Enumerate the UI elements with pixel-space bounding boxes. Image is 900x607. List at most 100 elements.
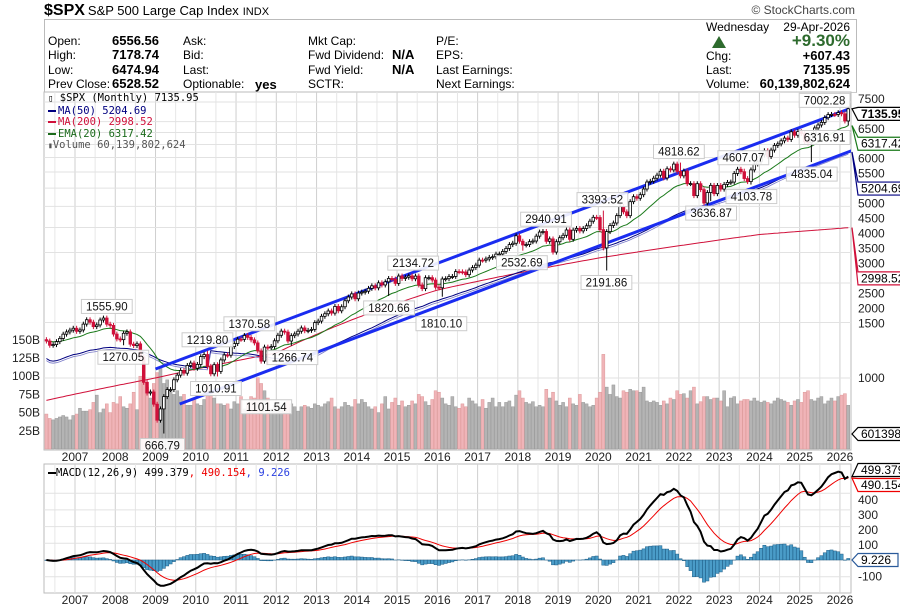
volume-bar — [648, 402, 653, 450]
macd-histogram-bar — [279, 558, 284, 561]
macd-histogram-bar — [309, 559, 314, 561]
volume-bar — [135, 409, 139, 450]
macd-histogram-bar — [826, 550, 830, 561]
macd-histogram-bar — [383, 558, 388, 561]
price-annotation: 3393.52 — [576, 192, 629, 208]
candle-up — [527, 241, 532, 245]
candle-down — [598, 217, 602, 231]
volume-bar — [588, 406, 592, 450]
macd-histogram-bar — [336, 557, 341, 561]
macd-histogram-bar — [739, 554, 743, 561]
volume-bar — [799, 402, 804, 450]
macd-histogram-bar — [735, 555, 740, 561]
volume-bar — [507, 400, 512, 450]
prev-close-value: 6528.52 — [112, 76, 159, 91]
macd-hist-tag-text: 9.226 — [861, 553, 891, 567]
annotation-box — [240, 399, 293, 415]
candle-up — [608, 225, 612, 232]
macd-histogram-bar — [668, 550, 673, 561]
macd-histogram-bar — [205, 554, 210, 561]
ask-label: Ask: — [183, 34, 207, 48]
price-axis-tick-text: 4500 — [858, 211, 885, 225]
macd-histogram-bar — [172, 559, 176, 562]
volume-bar — [625, 391, 629, 450]
volume-bar — [792, 400, 797, 450]
candle-up — [306, 329, 310, 332]
macd-histogram-bar — [510, 555, 515, 561]
volume-bar — [108, 412, 112, 450]
next-earnings-label: Next Earnings: — [436, 77, 515, 91]
change-percent: +9.30% — [791, 31, 850, 50]
macd-histogram-bar — [661, 548, 666, 561]
macd-histogram-bar — [547, 559, 552, 562]
volume-bar — [209, 390, 213, 450]
volume-bar — [121, 406, 126, 450]
last-value: 7135.95 — [803, 62, 850, 77]
candle-up — [363, 290, 367, 293]
macd-legend-text: MACD(12,26,9) 499.379 — [56, 467, 189, 479]
legend-volume: ▮Volume 60,139,802,624 — [48, 139, 199, 152]
candle-down — [48, 340, 52, 346]
macd-histogram-bar — [517, 554, 522, 561]
volume-bar — [665, 403, 669, 450]
macd-histogram-bar — [212, 556, 217, 561]
candle-down — [625, 211, 629, 217]
candle-up — [571, 229, 575, 240]
macd-histogram-bar — [786, 545, 790, 561]
candle-up — [346, 296, 351, 302]
candle-up — [175, 374, 179, 381]
volume-bar — [494, 406, 498, 450]
annotation-box — [266, 350, 319, 366]
macd-histogram-bar — [598, 558, 602, 561]
legend-price: ▯ $SPX (Monthly) 7135.95 — [48, 92, 199, 106]
candle-up — [185, 365, 190, 374]
volume-bar — [806, 390, 810, 450]
volume-bar — [259, 383, 263, 450]
candle-up — [235, 338, 240, 344]
candle-up — [454, 271, 458, 277]
candle-down — [152, 391, 156, 405]
macd-histogram-bar — [752, 553, 757, 561]
volume-bar — [732, 396, 736, 450]
volume-bar — [819, 396, 824, 450]
ma50-swatch-icon — [48, 109, 56, 112]
stockcharts-watermark[interactable]: © StockCharts.com — [751, 3, 855, 17]
macd-histogram-bar — [537, 557, 542, 561]
optionable-value: yes — [255, 77, 277, 92]
volume-bar — [413, 403, 418, 450]
volume-bar — [715, 397, 720, 450]
candle-up — [524, 244, 528, 246]
volume-bar — [688, 390, 693, 450]
ma200-value-tag: 2998.52 — [851, 227, 900, 286]
candle-down — [843, 113, 847, 122]
price-annotation: 1820.66 — [363, 300, 415, 316]
annotation-label: 3393.52 — [582, 195, 624, 207]
candle-up — [219, 359, 223, 372]
candle-down — [551, 238, 555, 253]
macd-histogram-bar — [554, 559, 559, 566]
candle-up — [333, 306, 337, 314]
volume-bar — [786, 402, 790, 450]
volume-bar — [292, 406, 297, 450]
macd-x-axis-label: 2017 — [464, 593, 491, 607]
legend-ma200: MA(200) 2998.52 — [48, 116, 199, 129]
candle-down — [678, 171, 683, 177]
price-axis-tick-text: 3000 — [858, 256, 885, 270]
macd-x-axis-label: 2010 — [182, 593, 209, 607]
annotation-label: 1820.66 — [368, 303, 410, 315]
macd-histogram-bar — [715, 559, 720, 574]
volume-bar — [574, 405, 579, 450]
macd-histogram-bar — [306, 558, 310, 561]
candle-up — [121, 332, 126, 341]
macd-histogram-bar — [416, 559, 421, 564]
day-label: Wednesday — [706, 20, 770, 34]
candle-down — [437, 286, 441, 289]
volume-bar — [383, 396, 388, 450]
macd-histogram-bar — [796, 547, 800, 561]
macd-histogram-bar — [745, 559, 750, 561]
candle-up — [84, 319, 89, 325]
candle-down — [105, 317, 109, 325]
candle-up — [641, 188, 646, 196]
macd-histogram-bar — [316, 558, 321, 561]
